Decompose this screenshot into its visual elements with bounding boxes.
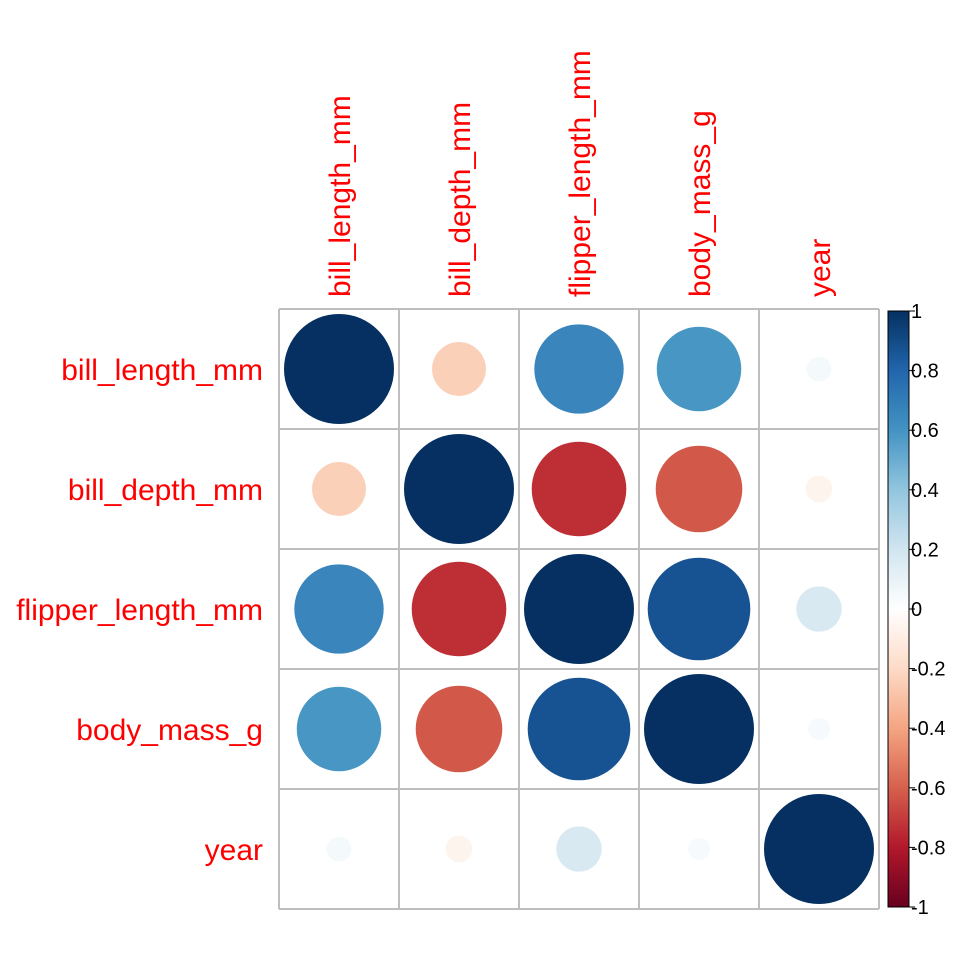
- corr-circle-flipper_length_mm-bill_depth_mm: [411, 561, 507, 657]
- corr-circle-body_mass_g-bill_depth_mm: [415, 685, 503, 773]
- colorbar-tick-label: 0: [911, 599, 922, 621]
- row-label-bill_length_mm: bill_length_mm: [61, 354, 263, 387]
- column-label-flipper_length_mm: flipper_length_mm: [564, 50, 597, 297]
- colorbar-tick-label: 0.6: [911, 420, 939, 442]
- row-label-body_mass_g: body_mass_g: [76, 714, 263, 747]
- row-label-bill_depth_mm: bill_depth_mm: [68, 474, 263, 507]
- corr-circle-year-year: [764, 794, 874, 904]
- correlation-circles: [284, 314, 874, 904]
- colorbar: 1 0.8 0.6 0.4 0.2 0 -0.2 -0.4 -0.6 -0.8 -1: [887, 301, 945, 919]
- corr-circle-year-bill_depth_mm: [445, 835, 473, 863]
- colorbar-tick-label: 0.4: [911, 480, 939, 502]
- column-label-bill_depth_mm: bill_depth_mm: [444, 102, 477, 297]
- corr-circle-bill_depth_mm-bill_length_mm: [312, 462, 366, 516]
- corr-circle-bill_depth_mm-flipper_length_mm: [531, 441, 627, 537]
- corr-circle-bill_length_mm-year: [806, 356, 832, 382]
- column-label-body_mass_g: body_mass_g: [684, 110, 717, 297]
- corr-circle-bill_length_mm-body_mass_g: [656, 326, 742, 412]
- row-label-year: year: [205, 834, 263, 867]
- corr-circle-body_mass_g-bill_length_mm: [296, 686, 382, 772]
- corr-circle-year-bill_length_mm: [326, 836, 352, 862]
- colorbar-tick-label: -0.2: [911, 659, 945, 681]
- corr-circle-year-body_mass_g: [688, 838, 710, 860]
- colorbar-tick-label: -0.6: [911, 778, 945, 800]
- colorbar-tick-label: 0.2: [911, 539, 939, 561]
- corr-circle-flipper_length_mm-year: [796, 586, 842, 632]
- corr-circle-bill_depth_mm-bill_depth_mm: [404, 434, 514, 544]
- corr-circle-body_mass_g-year: [808, 718, 830, 740]
- column-label-year: year: [804, 239, 837, 297]
- corr-circle-year-flipper_length_mm: [556, 826, 602, 872]
- corr-circle-bill_depth_mm-year: [805, 475, 833, 503]
- row-labels: bill_length_mm bill_depth_mm flipper_lengt…: [16, 354, 263, 867]
- corr-circle-flipper_length_mm-body_mass_g: [647, 557, 751, 661]
- colorbar-gradient: [887, 310, 910, 908]
- column-labels: bill_length_mm bill_depth_mm flipper_lengt…: [324, 50, 837, 297]
- corr-circle-bill_length_mm-flipper_length_mm: [534, 324, 624, 414]
- colorbar-tick-label: -0.4: [911, 718, 945, 740]
- colorbar-tick-label: 1: [911, 301, 922, 323]
- corr-circle-body_mass_g-body_mass_g: [644, 674, 754, 784]
- colorbar-tick-label: -1: [911, 897, 929, 919]
- colorbar-tick-label: 0.8: [911, 361, 939, 383]
- corr-circle-flipper_length_mm-bill_length_mm: [294, 564, 384, 654]
- column-label-bill_length_mm: bill_length_mm: [324, 95, 357, 297]
- corr-circle-bill_depth_mm-body_mass_g: [655, 445, 743, 533]
- colorbar-tick-label: -0.8: [911, 837, 945, 859]
- matrix-grid: [278, 308, 880, 910]
- corr-circle-body_mass_g-flipper_length_mm: [527, 677, 631, 781]
- corr-circle-bill_length_mm-bill_length_mm: [284, 314, 394, 424]
- corr-circle-bill_length_mm-bill_depth_mm: [432, 342, 486, 396]
- row-label-flipper_length_mm: flipper_length_mm: [16, 594, 263, 627]
- corr-circle-flipper_length_mm-flipper_length_mm: [524, 554, 634, 664]
